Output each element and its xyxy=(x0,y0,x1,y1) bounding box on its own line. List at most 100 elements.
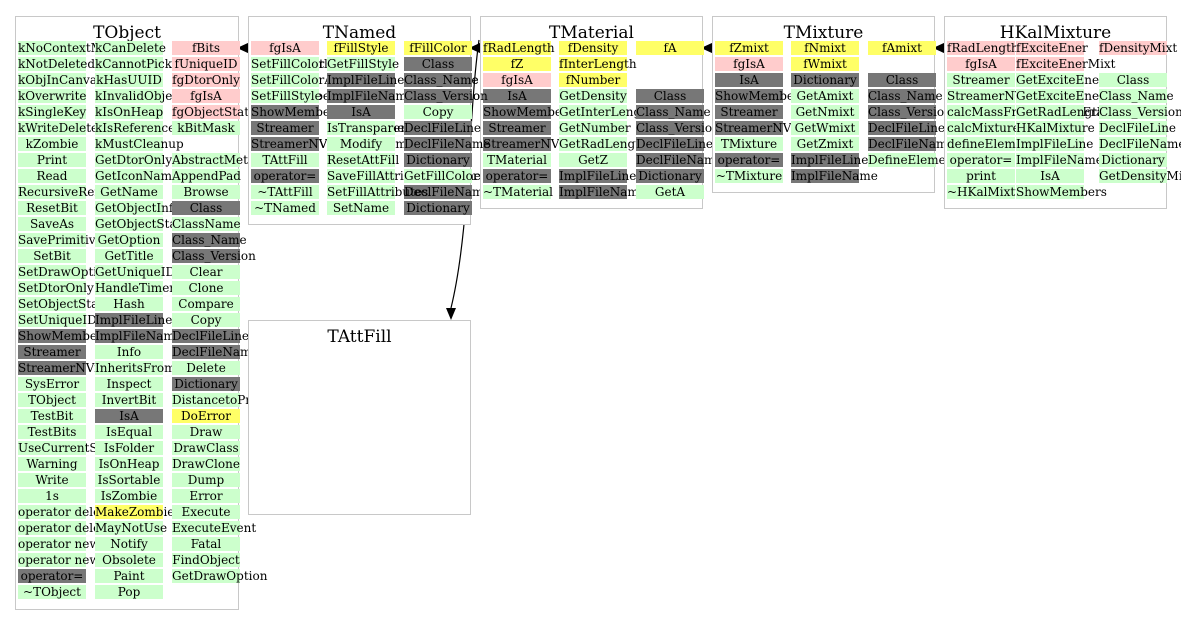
member-cell[interactable]: DeclFileLine xyxy=(404,121,482,135)
member-cell[interactable]: Dictionary xyxy=(404,201,472,215)
class-title-tmixture[interactable]: TMixture xyxy=(783,23,864,43)
member-cell[interactable]: operator= xyxy=(947,153,1015,167)
member-cell[interactable]: ResetAttFill xyxy=(327,153,400,167)
member-cell[interactable]: ImplFileLine xyxy=(791,153,869,167)
member-cell[interactable]: operator new xyxy=(18,537,100,551)
member-cell[interactable]: Dictionary xyxy=(636,169,704,183)
member-cell[interactable]: fRadLength xyxy=(483,41,555,55)
member-cell[interactable]: Info xyxy=(95,345,163,359)
member-cell[interactable]: IsA xyxy=(483,89,551,103)
member-cell[interactable]: Class_Version xyxy=(1099,105,1181,119)
member-cell[interactable]: fgIsA xyxy=(483,73,551,87)
member-cell[interactable]: Hash xyxy=(95,297,163,311)
member-cell[interactable]: kSingleKey xyxy=(18,105,87,119)
member-cell[interactable]: SetFillStyle xyxy=(251,89,322,103)
member-cell[interactable]: Copy xyxy=(404,105,472,119)
member-cell[interactable]: fA xyxy=(636,41,704,55)
member-cell[interactable]: operator new[] xyxy=(18,553,109,567)
member-cell[interactable]: SetObjectStat xyxy=(18,297,104,311)
member-cell[interactable]: kCanDelete xyxy=(95,41,166,55)
member-cell[interactable]: fgIsA xyxy=(251,41,319,55)
member-cell[interactable]: Class_Version xyxy=(868,105,952,119)
member-cell[interactable]: GetIconName xyxy=(95,169,180,183)
member-cell[interactable]: ~TAttFill xyxy=(251,185,319,199)
member-cell[interactable]: Streamer xyxy=(483,121,551,135)
member-cell[interactable]: kIsOnHeap xyxy=(95,105,164,119)
member-cell[interactable]: fZ xyxy=(483,57,551,71)
member-cell[interactable]: fgIsA xyxy=(947,57,1015,71)
member-cell[interactable]: IsZombie xyxy=(95,489,163,503)
member-cell[interactable]: DeclFileLine xyxy=(636,137,714,151)
member-cell[interactable]: Class_Name xyxy=(172,233,247,247)
member-cell[interactable]: StreamerNVirtual xyxy=(715,121,825,135)
member-cell[interactable]: fgDtorOnly xyxy=(172,73,240,87)
member-cell[interactable]: ImplFileName xyxy=(559,185,646,199)
member-cell[interactable]: operator delete xyxy=(18,505,113,519)
member-cell[interactable]: Streamer xyxy=(18,345,86,359)
member-cell[interactable]: Execute xyxy=(172,505,240,519)
member-cell[interactable]: Obsolete xyxy=(95,553,163,567)
member-cell[interactable]: Draw xyxy=(172,425,240,439)
member-cell[interactable]: fgIsA xyxy=(715,57,783,71)
member-cell[interactable]: defineElement xyxy=(947,137,1036,151)
member-cell[interactable]: GetZmixt xyxy=(791,137,859,151)
member-cell[interactable]: GetExciteEner xyxy=(1016,73,1105,87)
member-cell[interactable]: GetA xyxy=(636,185,704,199)
member-cell[interactable]: kObjInCanvas xyxy=(18,73,104,87)
member-cell[interactable]: ImplFileLine xyxy=(559,169,637,183)
member-cell[interactable]: DefineElement xyxy=(868,153,959,167)
member-cell[interactable]: IsEqual xyxy=(95,425,163,439)
member-cell[interactable]: GetZ xyxy=(559,153,627,167)
member-cell[interactable]: kZombie xyxy=(18,137,86,151)
member-cell[interactable]: Class_Name xyxy=(868,89,943,103)
member-cell[interactable]: fUniqueID xyxy=(172,57,240,71)
member-cell[interactable]: TestBits xyxy=(18,425,86,439)
member-cell[interactable]: fAmixt xyxy=(868,41,936,55)
member-cell[interactable]: DeclFileLine xyxy=(172,329,250,343)
member-cell[interactable]: GetNmixt xyxy=(791,105,859,119)
class-title-hkalmixture[interactable]: HKalMixture xyxy=(999,23,1112,43)
member-cell[interactable]: StreamerNVirtual xyxy=(251,137,361,151)
class-title-tnamed[interactable]: TNamed xyxy=(322,23,397,43)
member-cell[interactable]: GetRadLength xyxy=(559,137,648,151)
member-cell[interactable]: TAttFill xyxy=(251,153,319,167)
member-cell[interactable]: Print xyxy=(18,153,86,167)
member-cell[interactable]: ShowMembers xyxy=(251,105,342,119)
member-cell[interactable]: operator= xyxy=(18,569,86,583)
member-cell[interactable]: Class_Version xyxy=(172,249,256,263)
member-cell[interactable]: ImplFileName xyxy=(791,169,878,183)
member-cell[interactable]: SaveAs xyxy=(18,217,86,231)
member-cell[interactable]: ~TMaterial xyxy=(483,185,553,199)
member-cell[interactable]: AppendPad xyxy=(172,169,241,183)
class-title-tobject[interactable]: TObject xyxy=(93,23,161,43)
member-cell[interactable]: GetExciteEnerMixt xyxy=(1016,89,1133,103)
member-cell[interactable]: fFillColor xyxy=(404,41,472,55)
member-cell[interactable]: DeclFileLine xyxy=(868,121,946,135)
member-cell[interactable]: Delete xyxy=(172,361,240,375)
member-cell[interactable]: calcMixture xyxy=(947,121,1020,135)
member-cell[interactable]: ~HKalMixture xyxy=(947,185,1036,199)
member-cell[interactable]: SaveFillAttributes xyxy=(327,169,438,183)
member-cell[interactable]: Dictionary xyxy=(791,73,859,87)
member-cell[interactable]: TMixture xyxy=(715,137,783,151)
member-cell[interactable]: SetDrawOption xyxy=(18,265,113,279)
member-cell[interactable]: ExecuteEvent xyxy=(172,521,257,535)
member-cell[interactable]: ~TMixture xyxy=(715,169,783,183)
member-cell[interactable]: fRadLengthMixt xyxy=(947,41,1047,55)
member-cell[interactable]: fExciteEnerMixt xyxy=(1016,57,1116,71)
member-cell[interactable]: GetWmixt xyxy=(791,121,859,135)
member-cell[interactable]: HandleTimer xyxy=(95,281,176,295)
member-cell[interactable]: GetAmixt xyxy=(791,89,859,103)
member-cell[interactable]: DrawClone xyxy=(172,457,240,471)
member-cell[interactable]: Notify xyxy=(95,537,163,551)
member-cell[interactable]: StreamerNVirtual xyxy=(18,361,128,375)
member-cell[interactable]: fgIsA xyxy=(172,89,240,103)
member-cell[interactable]: Class_Name xyxy=(404,73,479,87)
member-cell[interactable]: IsTransparent xyxy=(327,121,413,135)
member-cell[interactable]: IsOnHeap xyxy=(95,457,163,471)
member-cell[interactable]: MakeZombie xyxy=(95,505,175,519)
member-cell[interactable]: Class xyxy=(1099,73,1167,87)
class-title-tmaterial[interactable]: TMaterial xyxy=(549,23,634,43)
member-cell[interactable]: IsSortable xyxy=(95,473,163,487)
member-cell[interactable]: fNmixt xyxy=(791,41,859,55)
